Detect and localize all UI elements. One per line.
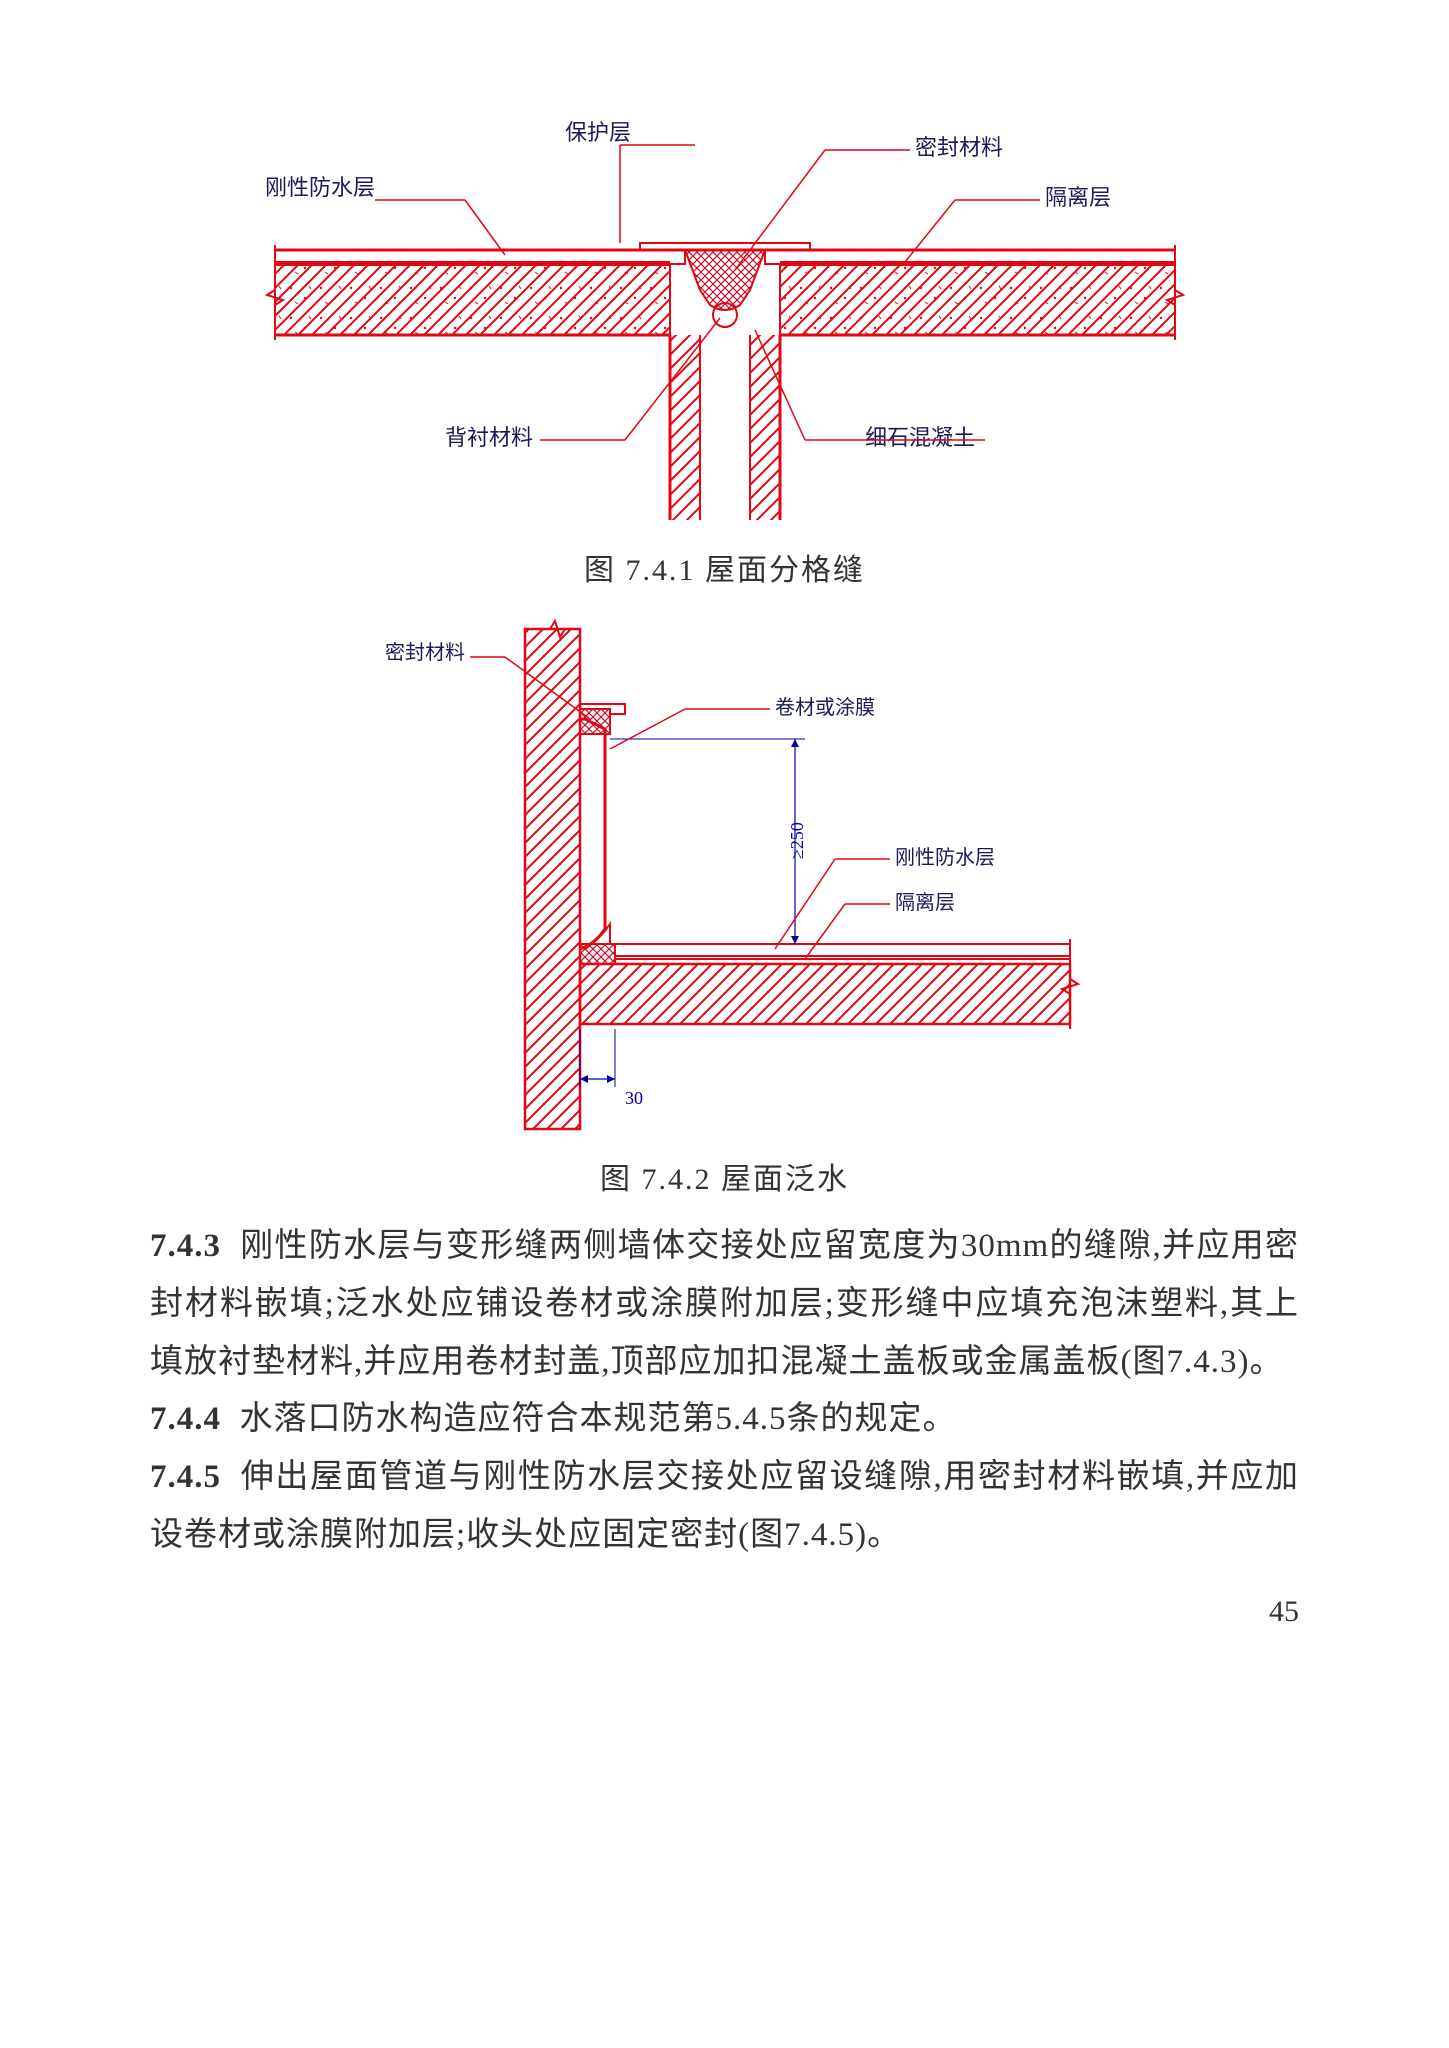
label-isolate2: 隔离层 (895, 891, 955, 914)
label-protect: 保护层 (565, 120, 631, 145)
section-num-744: 7.4.4 (150, 1401, 221, 1437)
label-membrane: 卷材或涂膜 (775, 696, 875, 719)
para-743: 7.4.3 刚性防水层与变形缝两侧墙体交接处应留宽度为30mm的缝隙,并应用密封… (150, 1218, 1299, 1391)
label-rigid: 刚性防水层 (265, 175, 375, 200)
body-text: 7.4.3 刚性防水层与变形缝两侧墙体交接处应留宽度为30mm的缝隙,并应用密封… (150, 1218, 1299, 1565)
label-rigid2: 刚性防水层 (895, 846, 995, 869)
label-sealant2: 密封材料 (385, 641, 465, 664)
para-743-text: 刚性防水层与变形缝两侧墙体交接处应留宽度为30mm的缝隙,并应用密封材料嵌填;泛… (150, 1228, 1299, 1380)
figure-741-svg: 保护层 刚性防水层 密封材料 隔离层 背衬材料 细石混凝土 (225, 100, 1225, 530)
figure-742-caption: 图 7.4.2 屋面泛水 (150, 1154, 1299, 1198)
section-num-745: 7.4.5 (150, 1459, 221, 1495)
figure-742-block: ≥250 30 密封材料 卷材或涂膜 刚性防水层 隔离层 (150, 609, 1299, 1198)
dim-height: ≥250 (787, 822, 807, 859)
figure-741-caption: 图 7.4.1 屋面分格缝 (150, 545, 1299, 589)
document-page: 保护层 刚性防水层 密封材料 隔离层 背衬材料 细石混凝土 图 7.4 (0, 0, 1449, 1709)
para-745-text: 伸出屋面管道与刚性防水层交接处应留设缝隙,用密封材料嵌填,并应加设卷材或涂膜附加… (150, 1459, 1299, 1553)
label-isolate: 隔离层 (1045, 185, 1111, 210)
figure-742-svg: ≥250 30 密封材料 卷材或涂膜 刚性防水层 隔离层 (325, 609, 1125, 1139)
label-backing: 背衬材料 (445, 425, 533, 450)
dim-width: 30 (625, 1088, 643, 1108)
section-num-743: 7.4.3 (150, 1228, 221, 1264)
page-number: 45 (150, 1595, 1299, 1629)
figure-741-block: 保护层 刚性防水层 密封材料 隔离层 背衬材料 细石混凝土 图 7.4 (150, 100, 1299, 589)
label-sealant: 密封材料 (915, 135, 1003, 160)
para-744: 7.4.4 水落口防水构造应符合本规范第5.4.5条的规定。 (150, 1391, 1299, 1449)
label-concrete: 细石混凝土 (865, 425, 975, 450)
para-745: 7.4.5 伸出屋面管道与刚性防水层交接处应留设缝隙,用密封材料嵌填,并应加设卷… (150, 1449, 1299, 1565)
para-744-text: 水落口防水构造应符合本规范第5.4.5条的规定。 (240, 1401, 957, 1437)
